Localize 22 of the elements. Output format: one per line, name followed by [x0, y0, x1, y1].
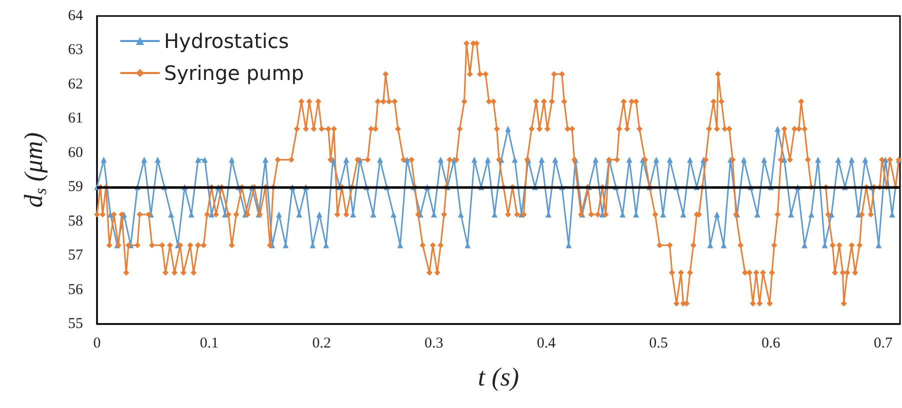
x-tick-label: 0.1: [200, 336, 219, 352]
x-tick-label: 0.6: [761, 336, 781, 352]
y-tick-label: 56: [68, 282, 84, 298]
y-tick-label: 59: [68, 179, 83, 196]
x-tick-label: 0.4: [536, 336, 556, 352]
legend-label: Syringe pump: [164, 61, 304, 85]
x-tick-label: 0.7: [874, 336, 894, 352]
x-tick-label: 0.5: [649, 336, 668, 352]
y-tick-label: 61: [68, 110, 83, 127]
x-tick-label: 0: [93, 336, 101, 352]
y-tick-label: 62: [68, 76, 83, 92]
legend-label: Hydrostatics: [164, 29, 289, 53]
y-tick-label: 55: [68, 316, 83, 332]
x-axis-title: t (s): [478, 362, 520, 392]
x-tick-label: 0.2: [312, 336, 331, 352]
y-tick-label: 58: [68, 213, 83, 230]
y-tick-label: 64: [68, 8, 84, 24]
y-axis-title: ds (μm): [19, 132, 50, 208]
y-tick-label: 60: [68, 144, 83, 161]
y-tick-label: 63: [68, 42, 83, 58]
y-tick-label: 57: [68, 248, 84, 264]
x-tick-label: 0.3: [424, 336, 444, 352]
